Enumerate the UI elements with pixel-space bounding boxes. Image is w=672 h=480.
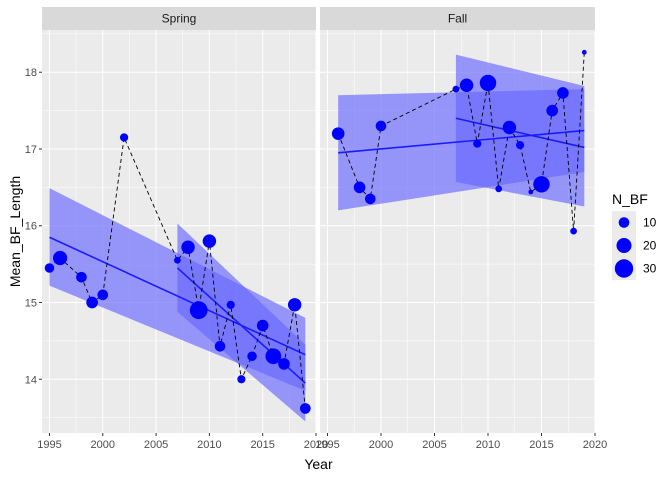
- legend-key-point: [618, 217, 630, 228]
- data-point: [331, 127, 345, 140]
- x-tick-label: 1995: [315, 439, 339, 451]
- y-tick-label: 17: [25, 144, 37, 156]
- legend-label: 10: [643, 216, 657, 230]
- data-point: [287, 298, 302, 312]
- data-point: [97, 289, 109, 301]
- y-axis-title: Mean_BF_Length: [7, 176, 23, 287]
- data-point: [52, 250, 68, 266]
- x-tick-label: 2000: [91, 439, 115, 451]
- panel-fall: Fall: [320, 7, 596, 433]
- x-tick-label: 2010: [476, 439, 500, 451]
- data-point: [528, 189, 534, 195]
- y-tick-label: 14: [25, 374, 37, 386]
- data-point: [189, 301, 208, 320]
- data-point: [214, 340, 226, 352]
- data-point: [278, 358, 290, 370]
- trend-line: [455, 117, 585, 149]
- data-point: [546, 104, 559, 117]
- data-point: [181, 240, 195, 254]
- data-point: [76, 271, 87, 283]
- trend-line: [338, 129, 585, 154]
- x-tick-label: 2020: [583, 439, 607, 451]
- x-axis-title: Year: [304, 456, 333, 472]
- data-point: [86, 296, 98, 309]
- x-tick-label: 2000: [369, 439, 393, 451]
- data-point: [119, 133, 129, 142]
- data-point: [502, 120, 517, 135]
- data-point: [44, 263, 55, 273]
- data-point: [226, 300, 235, 309]
- legend-title: N_BF: [612, 191, 648, 207]
- x-tick-label: 2015: [250, 439, 274, 451]
- data-point: [515, 141, 525, 150]
- panels-layer: Spring Fall: [42, 7, 596, 433]
- x-tick-label: 2005: [422, 439, 446, 451]
- legend-key-point: [614, 259, 634, 278]
- legend-label: 30: [643, 262, 657, 276]
- y-tick-label: 18: [25, 67, 37, 79]
- panel-spring-strip: [42, 7, 316, 30]
- data-point: [265, 348, 282, 365]
- confidence-ribbon: [455, 54, 585, 207]
- data-point: [353, 181, 366, 194]
- x-tick-label: 2010: [197, 439, 221, 451]
- legend-label: 20: [643, 239, 657, 253]
- x-tick-label: 1995: [37, 439, 61, 451]
- data-point: [533, 176, 550, 193]
- panel-fall-strip: [320, 7, 595, 30]
- data-point: [495, 185, 503, 193]
- data-point: [459, 78, 474, 92]
- data-point: [202, 234, 217, 248]
- data-point: [300, 403, 311, 414]
- data-point: [570, 227, 577, 235]
- data-point: [364, 193, 376, 205]
- size-legend: N_BF 10 20 30: [612, 191, 657, 280]
- data-point: [375, 120, 387, 132]
- data-point: [452, 85, 460, 93]
- panel-fall-strip-label: Fall: [448, 12, 467, 26]
- trend-line: [49, 236, 306, 356]
- y-tick-label: 16: [25, 221, 37, 233]
- data-point: [473, 139, 482, 148]
- confidence-ribbon: [177, 223, 306, 422]
- data-point: [237, 375, 246, 384]
- x-tick-label: 2020: [304, 439, 328, 451]
- data-point: [479, 74, 497, 92]
- y-tick-label: 15: [25, 298, 37, 310]
- x-tick-label: 2005: [144, 439, 168, 451]
- legend-key-point: [616, 237, 632, 254]
- data-point: [247, 351, 257, 361]
- data-point: [557, 87, 569, 99]
- data-point: [256, 319, 269, 332]
- x-tick-label: 2015: [529, 439, 553, 451]
- panel-spring: Spring: [42, 7, 317, 433]
- panel-spring-marks: [44, 133, 311, 422]
- data-point: [174, 256, 181, 264]
- panel-fall-marks: [331, 49, 587, 235]
- data-point: [581, 49, 587, 55]
- panel-spring-strip-label: Spring: [162, 12, 197, 26]
